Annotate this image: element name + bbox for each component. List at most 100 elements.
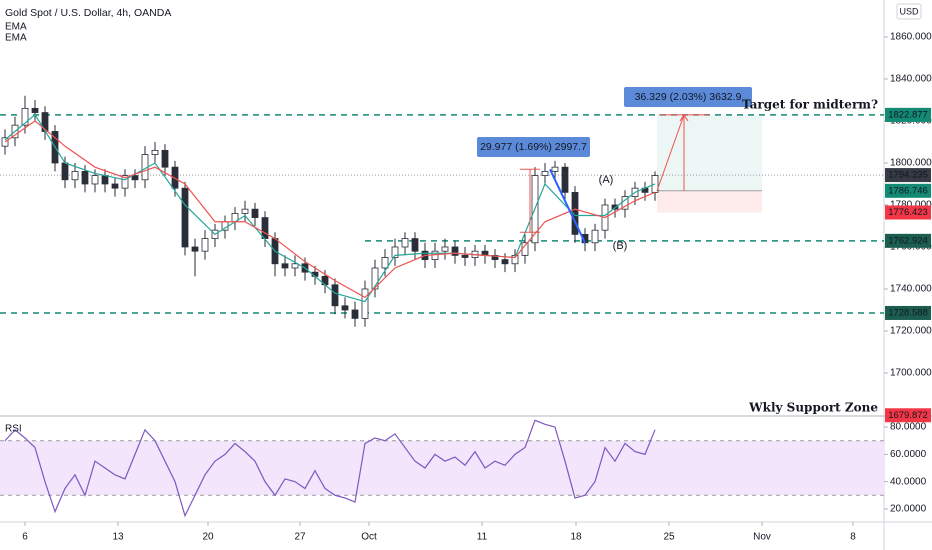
currency-box[interactable] bbox=[896, 3, 922, 20]
price-tag bbox=[885, 205, 931, 220]
candle-body bbox=[61, 162, 69, 181]
x-tick-label: 13 bbox=[112, 532, 124, 543]
price-tag-label: 1762.924 bbox=[888, 235, 928, 246]
candle-body bbox=[191, 246, 199, 252]
candle-body bbox=[411, 238, 419, 252]
candle-body bbox=[361, 288, 369, 319]
candle-body bbox=[511, 254, 519, 265]
candle-body bbox=[451, 246, 459, 256]
candle-body bbox=[381, 257, 389, 269]
candle-body bbox=[491, 254, 499, 260]
x-tick-label: 18 bbox=[570, 532, 582, 543]
measure-box bbox=[477, 137, 590, 157]
candle-body bbox=[21, 107, 29, 126]
x-tick-label: 25 bbox=[663, 532, 675, 543]
candle-body bbox=[251, 208, 259, 218]
rsi-band bbox=[0, 440, 884, 496]
candle-body bbox=[351, 309, 359, 319]
price-tag-label: 1794.235 bbox=[888, 170, 928, 181]
candle-body bbox=[121, 175, 129, 189]
y-tick-label: 1860.000 bbox=[890, 32, 932, 43]
rsi-tick-label: 20.0000 bbox=[890, 504, 927, 515]
candle-body bbox=[181, 187, 189, 248]
candle-body bbox=[111, 183, 119, 189]
candle-body bbox=[171, 166, 179, 189]
candle-body bbox=[551, 166, 559, 172]
price-tag bbox=[885, 107, 931, 122]
y-tick-label: 1700.000 bbox=[890, 368, 932, 379]
target-zone bbox=[657, 114, 762, 191]
price-tag bbox=[885, 183, 931, 198]
rsi-tick-label: 40.0000 bbox=[890, 476, 927, 487]
candle-body bbox=[561, 166, 569, 193]
x-tick-label: 6 bbox=[22, 532, 28, 543]
candle-body bbox=[1, 137, 9, 147]
candle-body bbox=[501, 259, 509, 265]
x-tick-label: 8 bbox=[850, 532, 856, 543]
candle-body bbox=[81, 170, 89, 185]
rsi-tick-label: 60.0000 bbox=[890, 449, 927, 460]
candle-body bbox=[151, 149, 159, 155]
candle-body bbox=[261, 217, 269, 239]
chart-title: Gold Spot / U.S. Dollar, 4h, OANDA bbox=[5, 7, 171, 19]
y-tick-label: 1840.000 bbox=[890, 74, 932, 85]
legend-entry: EMA bbox=[5, 33, 27, 44]
legend-entry: EMA bbox=[5, 22, 27, 33]
x-tick-label: 11 bbox=[477, 532, 488, 543]
candle-body bbox=[461, 254, 469, 258]
rsi-name: RSI bbox=[5, 424, 22, 435]
note: Target for midterm? bbox=[742, 98, 878, 112]
x-tick-label: 27 bbox=[294, 532, 306, 543]
candle-body bbox=[401, 238, 409, 248]
x-tick-label: Nov bbox=[753, 532, 771, 543]
candle-body bbox=[281, 263, 289, 269]
y-tick-label: 1800.000 bbox=[890, 158, 932, 169]
measure-label: 29.977 (1.69%) 2997.7 bbox=[480, 141, 587, 153]
note: Wkly Support Zone bbox=[748, 401, 878, 415]
price-tag bbox=[885, 408, 931, 423]
wave-label: (A) bbox=[599, 174, 614, 186]
measure-arrow bbox=[656, 114, 709, 191]
candle-body bbox=[591, 229, 599, 244]
y-tick-label: 1780.000 bbox=[890, 200, 932, 211]
candle-body bbox=[71, 170, 79, 181]
candle-body bbox=[241, 208, 249, 214]
price-tag-label: 1822.877 bbox=[888, 109, 928, 120]
candle-body bbox=[101, 175, 109, 185]
currency: USD bbox=[899, 6, 919, 16]
y-tick-label: 1720.000 bbox=[890, 326, 932, 337]
candle-body bbox=[291, 263, 299, 269]
candle-body bbox=[331, 284, 339, 307]
candle-body bbox=[31, 107, 39, 113]
candle-body bbox=[441, 246, 449, 252]
candle-body bbox=[161, 149, 169, 168]
measure-label: 36.329 (2.03%) 3632.9 bbox=[635, 91, 742, 103]
rsi-line bbox=[4, 419, 656, 518]
candle-body bbox=[391, 246, 399, 258]
y-tick-label: 1740.000 bbox=[890, 284, 932, 295]
candle-body bbox=[371, 267, 379, 290]
wave-label: (B) bbox=[613, 240, 628, 252]
ema-line bbox=[4, 113, 656, 303]
candle-body bbox=[91, 175, 99, 185]
ema-line bbox=[4, 120, 656, 299]
candle-body bbox=[541, 170, 549, 176]
price-tag-label: 1679.872 bbox=[888, 410, 928, 421]
price-tag bbox=[885, 168, 931, 183]
measure-bracket bbox=[520, 168, 540, 233]
x-tick-label: 20 bbox=[202, 532, 214, 543]
wave-line bbox=[549, 168, 586, 244]
price-tag-label: 1776.423 bbox=[888, 207, 928, 218]
price-tag bbox=[885, 305, 931, 320]
measure-box bbox=[624, 87, 752, 107]
candle-body bbox=[341, 305, 349, 311]
price-tag-label: 1728.588 bbox=[888, 307, 928, 318]
candle-body bbox=[201, 238, 209, 252]
candle-body bbox=[131, 175, 139, 181]
price-tag-label: 1786.746 bbox=[888, 185, 928, 196]
x-tick-label: Oct bbox=[361, 532, 377, 543]
price-tag bbox=[885, 233, 931, 248]
rsi-tick-label: 80.0000 bbox=[890, 422, 927, 433]
stop-zone bbox=[657, 190, 762, 213]
